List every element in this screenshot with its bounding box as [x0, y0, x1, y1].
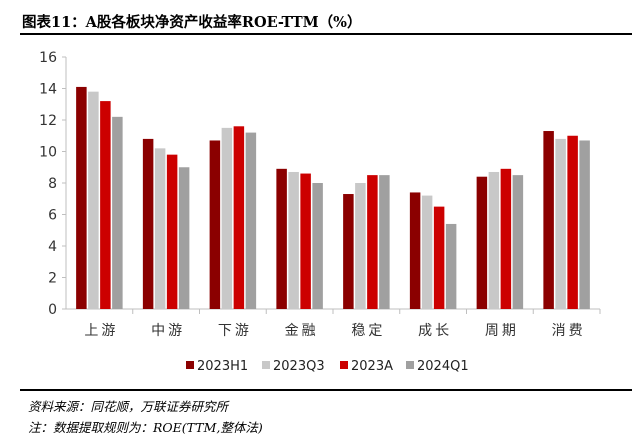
bar [355, 183, 366, 309]
x-tick-label: 稳定 [351, 323, 385, 339]
bar [276, 168, 287, 309]
bar [100, 101, 111, 309]
bar [445, 223, 457, 309]
legend-swatch [340, 361, 348, 369]
legend-label: 2023Q3 [273, 359, 325, 374]
bar [543, 131, 554, 309]
bar [88, 91, 99, 310]
x-tick-label: 下游 [218, 323, 252, 339]
legend-label: 2023H1 [197, 359, 248, 374]
figure-title-row: 图表11：A股各板块净资产收益率ROE-TTM（%） [20, 8, 632, 34]
bar [112, 116, 123, 309]
y-tick-label: 12 [39, 113, 57, 129]
source-note: 资料来源：同花顺，万联证券研究所 [28, 399, 229, 414]
bar [288, 171, 299, 309]
bar [567, 135, 578, 309]
y-tick-label: 4 [48, 239, 57, 255]
x-tick-label: 上游 [84, 323, 118, 339]
bar [367, 175, 378, 309]
bar [300, 173, 311, 309]
bar [166, 154, 178, 309]
x-tick-label: 消费 [552, 323, 586, 339]
figure-title: 图表11：A股各板块净资产收益率ROE-TTM（%） [22, 14, 362, 31]
y-tick-label: 14 [39, 82, 57, 98]
bar [233, 126, 245, 309]
bar [512, 175, 524, 309]
bar [379, 175, 390, 309]
bar [312, 183, 323, 309]
legend-label: 2023A [351, 359, 393, 374]
y-tick-label: 16 [39, 50, 57, 66]
legend-swatch [262, 361, 270, 369]
x-tick-label: 中游 [151, 323, 185, 339]
bar [245, 132, 257, 309]
footer-rule [20, 389, 632, 391]
bar [142, 138, 154, 309]
bar [579, 140, 590, 309]
bar [500, 168, 512, 309]
x-tick-label: 成长 [418, 323, 452, 339]
bar [209, 140, 221, 309]
data-rule-note: 注：数据提取规则为：ROE(TTM,整体法) [28, 420, 263, 435]
x-tick-label: 周期 [485, 323, 519, 339]
y-tick-label: 8 [48, 176, 57, 192]
bar [178, 167, 190, 309]
bar [221, 127, 233, 309]
y-tick-label: 10 [39, 145, 57, 161]
bar [421, 195, 433, 309]
legend-label: 2024Q1 [417, 359, 469, 374]
y-tick-label: 0 [48, 302, 57, 318]
bar [555, 138, 566, 309]
bar [76, 86, 87, 309]
bar [343, 194, 354, 309]
x-tick-label: 金融 [285, 323, 319, 339]
legend-swatch [406, 361, 414, 369]
y-tick-label: 2 [48, 271, 57, 287]
y-tick-label: 6 [48, 208, 57, 224]
bar [476, 176, 488, 309]
bar [488, 171, 500, 309]
bar [154, 148, 166, 309]
bar [433, 206, 445, 309]
legend-swatch [186, 361, 194, 369]
bar [409, 192, 421, 309]
title-rule [20, 33, 632, 35]
